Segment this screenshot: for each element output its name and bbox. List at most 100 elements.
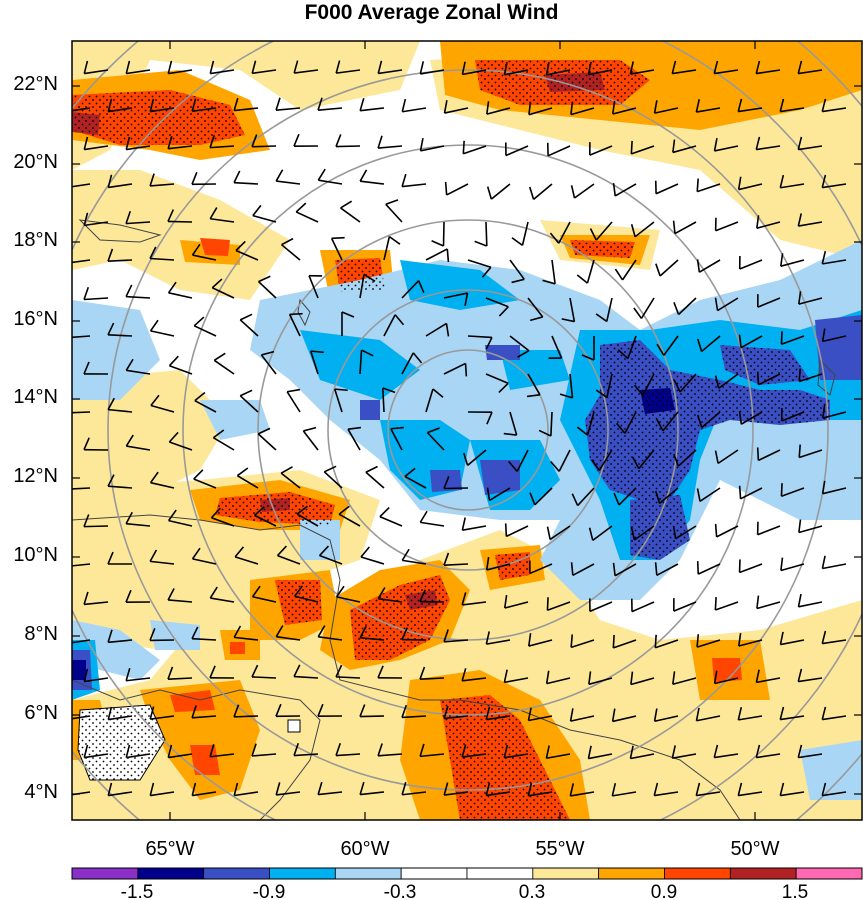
wind-barb-feather: [335, 60, 341, 74]
wind-barb-feather: [595, 389, 608, 399]
wind-barb-shaft: [444, 639, 469, 643]
wind-barb-shaft: [715, 601, 739, 611]
wind-barb-feather: [191, 243, 201, 256]
wind-barb-shaft: [420, 69, 445, 75]
wind-barb-feather: [486, 411, 493, 425]
wind-barb-shaft: [489, 487, 511, 502]
wind-barb-feather: [419, 589, 426, 602]
wind-barb-feather: [821, 630, 827, 644]
wind-barb-shaft: [401, 715, 427, 719]
wind-barb-feather: [756, 595, 760, 609]
wind-barb-feather: [462, 140, 465, 154]
wind-barb-feather: [251, 585, 261, 598]
wind-barb-shaft: [570, 639, 595, 649]
wind-barb-shaft: [318, 791, 343, 796]
wind-barb-feather: [570, 634, 574, 648]
wind-barb-shaft: [210, 753, 235, 758]
wind-barb-shaft: [194, 399, 217, 413]
wind-barb-feather: [570, 185, 576, 199]
wind-barb-shaft: [570, 107, 595, 116]
wind-barb-feather: [714, 450, 719, 464]
wind-barb-feather: [738, 334, 742, 348]
wind-barb-feather: [149, 319, 159, 332]
wind-barb-shaft: [210, 597, 235, 603]
wind-barb-feather: [779, 782, 785, 796]
wind-barb-shaft: [72, 411, 91, 414]
wind-barb-shaft: [822, 183, 847, 189]
wind-barb-shaft: [822, 563, 847, 570]
wind-barb-shaft: [168, 145, 193, 150]
wind-barb-feather: [257, 427, 271, 435]
wind-barb-feather: [209, 60, 215, 74]
wind-barb-feather: [542, 279, 556, 285]
wind-barb-shaft: [738, 715, 763, 721]
wind-barb-feather: [797, 213, 803, 227]
wind-barb-feather: [611, 708, 616, 722]
wind-barb-shaft: [696, 183, 721, 193]
wind-barb-shaft: [589, 145, 613, 156]
wind-barb-feather: [474, 240, 488, 247]
wind-barb-feather: [696, 338, 703, 352]
wind-barb-feather: [780, 331, 783, 345]
wind-barb-shaft: [276, 180, 301, 185]
wind-barb-shaft: [679, 373, 697, 393]
wind-barb-feather: [293, 133, 300, 147]
wind-barb-shaft: [108, 639, 133, 644]
wind-barb-feather: [559, 393, 573, 399]
wind-barb-shaft: [631, 601, 655, 613]
wind-barb-feather: [517, 350, 530, 358]
wind-barb-feather: [125, 668, 131, 681]
wind-barb-shaft: [486, 639, 511, 645]
wind-barb-shaft: [444, 107, 469, 114]
wind-barb-shaft: [72, 183, 91, 188]
wind-barb-shaft: [213, 359, 235, 375]
wind-barb-shaft: [714, 145, 739, 152]
wind-barb-shaft: [281, 244, 301, 261]
wind-barb-feather: [293, 60, 299, 74]
wind-barb-feather: [83, 286, 90, 300]
wind-barb-feather: [394, 314, 405, 326]
wind-barb-shaft: [740, 487, 763, 500]
wind-barb-feather: [737, 633, 742, 647]
wind-barb-feather: [443, 476, 450, 489]
wind-barb-feather: [431, 240, 444, 247]
wind-barb-shaft: [336, 596, 361, 603]
wind-barb-feather: [331, 236, 345, 240]
wind-barb-feather: [630, 224, 636, 237]
wind-barb-feather: [695, 782, 701, 796]
wind-barb-shaft: [486, 791, 511, 797]
wind-barb-feather: [821, 480, 826, 494]
wind-barb-feather: [107, 248, 114, 262]
wind-barb-shaft: [739, 259, 763, 270]
wind-barb-feather: [66, 554, 70, 566]
wind-barb-feather: [168, 431, 179, 443]
wind-barb-shaft: [654, 715, 679, 723]
wind-barb-feather: [211, 278, 223, 289]
wind-barb-feather: [696, 561, 700, 575]
wind-barb-shaft: [169, 364, 193, 375]
wind-barb-shaft: [570, 791, 595, 797]
wind-barb-feather: [714, 596, 717, 611]
wind-barb-feather: [498, 382, 509, 393]
wind-barb-shaft: [323, 471, 343, 489]
lat-label: 20°N: [13, 151, 58, 173]
wind-barb-feather: [239, 389, 253, 397]
wind-barb-shaft: [521, 221, 529, 246]
wind-barb-feather: [294, 585, 304, 597]
wind-barb-shaft: [296, 513, 319, 527]
wind-barb-shaft: [714, 753, 739, 759]
wind-barb-shaft: [781, 487, 805, 497]
wind-barb-shaft: [347, 428, 361, 451]
wind-barb-shaft: [193, 325, 217, 337]
wind-barb-shaft: [425, 388, 434, 413]
wind-barb-shaft: [381, 387, 385, 413]
wind-barb-shaft: [150, 404, 175, 413]
wind-barb-feather: [630, 140, 633, 154]
wind-barb-shaft: [509, 335, 530, 352]
wind-barb-shaft: [822, 335, 847, 343]
wind-barb-shaft: [798, 69, 823, 75]
wind-barb-feather: [613, 492, 620, 506]
wind-barb-feather: [377, 587, 386, 600]
wind-barb-feather: [107, 174, 113, 188]
wind-barb-shaft: [631, 145, 655, 155]
